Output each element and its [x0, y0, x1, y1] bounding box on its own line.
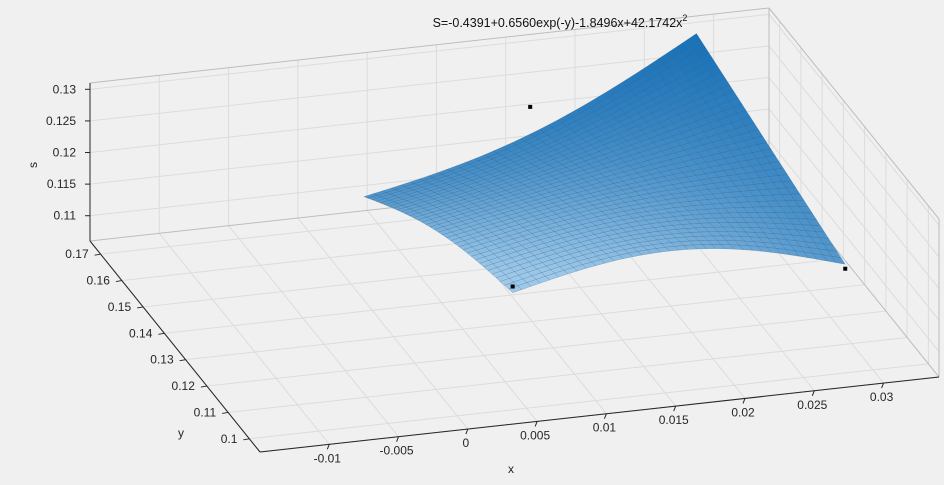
z-tick-labels: 0.11 0.115 0.12 0.125 0.13 [46, 82, 90, 223]
y-tick-label: 0.11 [194, 405, 217, 419]
surface-face [823, 243, 838, 252]
x-tick-mark [396, 436, 400, 442]
x-tick-mark [742, 398, 746, 404]
z-tick-label: 0.115 [47, 177, 76, 191]
x-tick-mark [673, 405, 677, 412]
y-tick-label: 0.12 [172, 379, 196, 393]
x-tick-label: 0.02 [731, 405, 755, 419]
y-tick-mark [179, 359, 186, 362]
z-tick-label: 0.12 [53, 146, 77, 160]
y-tick-mark [243, 438, 250, 441]
chart-title: S=-0.4391+0.6560exp(-y)-1.8496x+42.1742x… [433, 13, 688, 30]
axis-box-lines [89, 7, 940, 453]
z-axis-label: s [26, 162, 40, 168]
surface-mesh [363, 33, 846, 294]
surface-face [806, 218, 821, 227]
surface-face [827, 249, 842, 259]
x-tick-label: 0 [463, 436, 470, 450]
x-tick-label: 0.01 [593, 421, 617, 435]
y-tick-label: 0.14 [129, 326, 153, 340]
y-tick-mark [137, 306, 144, 309]
x-tick-label: 0.025 [797, 398, 827, 412]
x-tick-mark [881, 382, 885, 389]
chart-title-base: S=-0.4391+0.6560exp(-y)-1.8496x+42.1742x [433, 16, 684, 30]
surface-face [777, 174, 792, 182]
x-tick-mark [603, 413, 607, 419]
y-axis-label: y [178, 426, 184, 440]
y-tick-mark [222, 411, 229, 414]
box-edge [89, 7, 770, 84]
x-tick-label: 0.03 [870, 390, 894, 404]
data-point [528, 104, 533, 109]
x-tick-label: 0.015 [659, 413, 689, 427]
y-tick-labels: 0.1 0.11 0.12 0.13 0.14 0.15 0.16 0.17 [65, 247, 250, 446]
surface-face [761, 148, 776, 158]
y-tick-mark [200, 385, 207, 388]
z-tick-label: 0.13 [53, 82, 77, 96]
y-tick-mark [115, 280, 122, 283]
data-points [510, 104, 848, 289]
z-tick-label: 0.125 [46, 114, 76, 128]
chart-title-superscript: 2 [682, 13, 687, 23]
y-tick-mark [94, 253, 101, 256]
y-tick-label: 0.17 [65, 247, 89, 261]
z-tick-label: 0.11 [54, 209, 77, 223]
x-axis-line [259, 376, 940, 453]
y-tick-label: 0.1 [221, 432, 238, 446]
data-point [843, 266, 848, 271]
y-tick-label: 0.16 [87, 274, 111, 288]
y-tick-label: 0.13 [150, 353, 174, 367]
x-axis-label: x [508, 462, 514, 476]
surface-face [819, 237, 834, 246]
x-tick-labels: -0.01 -0.005 0 0.005 0.01 0.015 0.02 0.025 0.03 [314, 382, 894, 465]
x-tick-mark [465, 428, 469, 435]
surface-face [757, 142, 772, 152]
surface-face [831, 256, 846, 265]
x-tick-mark [326, 444, 330, 450]
surface-face [753, 135, 768, 145]
y-axis-line [89, 240, 261, 453]
surface-face [802, 212, 817, 220]
data-point [510, 284, 515, 289]
y-tick-label: 0.15 [108, 300, 132, 314]
y-tick-mark [158, 332, 165, 335]
box-edge [768, 7, 940, 220]
x-tick-mark [534, 421, 538, 427]
x-tick-label: 0.005 [520, 428, 550, 442]
x-tick-label: -0.005 [380, 444, 414, 458]
x-tick-mark [811, 390, 815, 396]
x-tick-label: -0.01 [314, 451, 342, 465]
